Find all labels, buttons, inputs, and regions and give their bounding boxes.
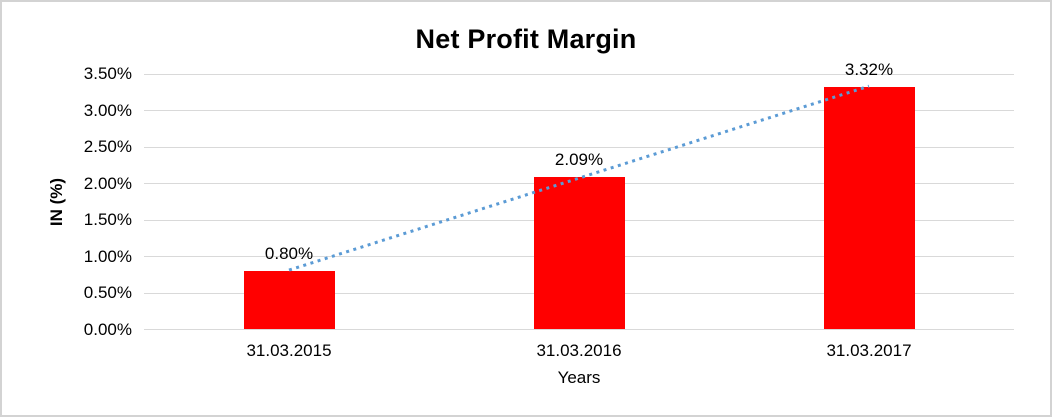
- chart-title: Net Profit Margin: [415, 24, 637, 54]
- y-tick-label: 2.50%: [83, 137, 132, 156]
- x-tick-label: 31.03.2017: [826, 341, 912, 360]
- gridline: [144, 329, 1014, 330]
- y-tick-label: 0.50%: [83, 283, 132, 302]
- y-tick-label: 3.50%: [83, 64, 132, 83]
- x-tick-label: 31.03.2016: [536, 341, 622, 360]
- y-tick-label: 2.00%: [83, 173, 132, 193]
- bar-data-label: 0.80%: [264, 244, 314, 264]
- x-tick-label: 31.03.2015: [246, 341, 332, 360]
- bar: [823, 87, 915, 330]
- gridline: [144, 73, 1014, 75]
- y-tick-label: 0.00%: [83, 319, 132, 339]
- bar-data-label: 2.09%: [554, 149, 604, 169]
- y-tick-label: 3.00%: [83, 100, 132, 120]
- bar: [243, 271, 335, 330]
- y-tick-label: 1.00%: [83, 246, 132, 266]
- bar: [533, 176, 625, 330]
- x-axis-title: Years: [557, 368, 601, 387]
- bar-data-label: 3.32%: [844, 60, 894, 80]
- y-axis-title: IN (%): [47, 177, 66, 227]
- y-tick-label: 1.50%: [83, 210, 132, 229]
